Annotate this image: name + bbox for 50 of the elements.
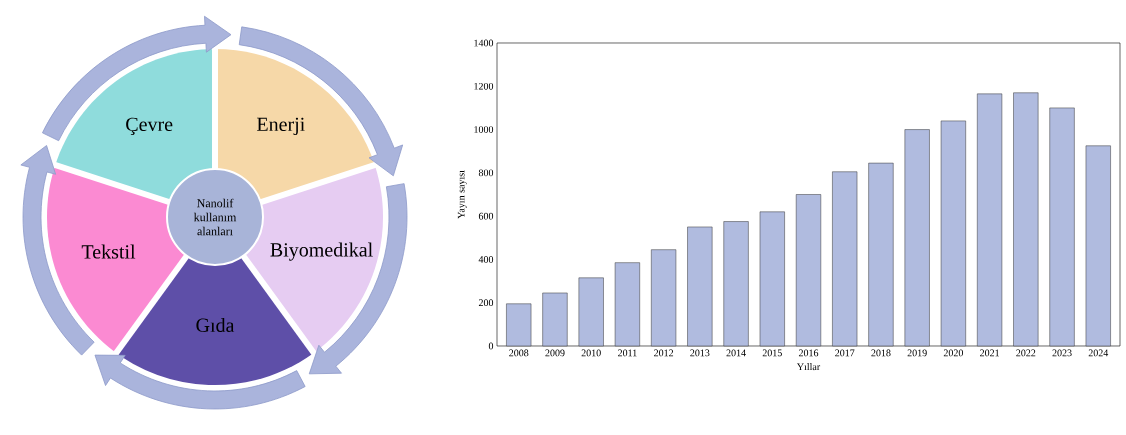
category-label: Gıda bbox=[196, 317, 235, 333]
y-tick-label: 600 bbox=[478, 212, 494, 220]
bar bbox=[759, 211, 785, 347]
y-tick-label: 1200 bbox=[474, 82, 494, 90]
x-tick-label: 2009 bbox=[545, 349, 565, 357]
y-axis-title: Yayın sayısı bbox=[457, 170, 467, 219]
bar bbox=[723, 221, 749, 347]
x-tick-label: 2016 bbox=[798, 349, 819, 357]
y-tick-label: 1000 bbox=[474, 126, 494, 133]
bar bbox=[614, 262, 640, 347]
bar bbox=[1049, 107, 1075, 347]
bar bbox=[795, 194, 822, 347]
bar bbox=[832, 171, 858, 347]
y-tick-label: 200 bbox=[478, 299, 494, 307]
y-tick-label: 0 bbox=[488, 342, 494, 350]
bar bbox=[977, 93, 1003, 347]
x-tick-label: 2022 bbox=[1016, 349, 1036, 357]
x-tick-label: 2010 bbox=[581, 349, 601, 357]
bar bbox=[868, 162, 894, 347]
x-axis-title: Yıllar bbox=[796, 363, 821, 371]
x-tick-label: 2021 bbox=[980, 349, 1000, 357]
category-label: Çevre bbox=[126, 117, 173, 136]
bar bbox=[651, 249, 677, 347]
bar bbox=[1085, 145, 1111, 347]
x-tick-label: 2017 bbox=[835, 349, 855, 357]
x-tick-label: 2012 bbox=[654, 349, 674, 357]
category-label: Tekstil bbox=[81, 244, 136, 259]
x-tick-label: 2013 bbox=[690, 349, 710, 357]
bar bbox=[904, 129, 930, 347]
bar bbox=[578, 277, 604, 347]
y-tick-label: 400 bbox=[478, 256, 494, 263]
bar bbox=[542, 292, 568, 347]
x-tick-label: 2018 bbox=[871, 349, 891, 357]
x-tick-label: 2015 bbox=[762, 349, 782, 357]
x-tick-label: 2024 bbox=[1088, 349, 1109, 357]
bar bbox=[1013, 92, 1039, 347]
category-label: Biyomedikal bbox=[270, 242, 373, 261]
bar bbox=[687, 226, 713, 347]
bar bbox=[506, 303, 532, 347]
x-tick-label: 2019 bbox=[907, 349, 927, 357]
bar bbox=[940, 120, 966, 347]
category-label: Enerji bbox=[256, 117, 305, 136]
x-tick-label: 2008 bbox=[509, 349, 529, 357]
x-tick-label: 2014 bbox=[726, 349, 746, 357]
x-tick-label: 2023 bbox=[1052, 349, 1072, 357]
y-tick-label: 1400 bbox=[474, 39, 494, 47]
x-tick-label: 2020 bbox=[943, 349, 964, 357]
y-tick-label: 800 bbox=[478, 169, 494, 177]
text: Nanolif kullanım alanları bbox=[193, 198, 237, 236]
x-tick-label: 2011 bbox=[618, 349, 637, 357]
